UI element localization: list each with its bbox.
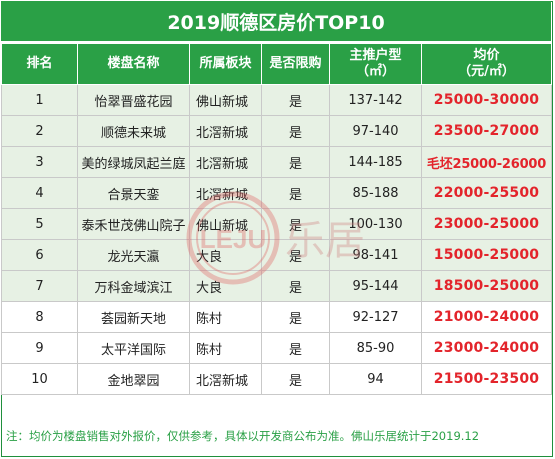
header-rank: 排名 bbox=[1, 43, 78, 85]
limited-cell: 是 bbox=[261, 115, 330, 147]
rank-cell: 9 bbox=[1, 332, 78, 364]
area-cell: 北滘新城 bbox=[189, 177, 262, 209]
header-row: 排名 楼盘名称 所属板块 是否限购 主推户型 （㎡） 均价 （元/㎡） bbox=[1, 43, 552, 85]
name-cell: 万科金域滨江 bbox=[77, 270, 190, 302]
header-price: 均价 （元/㎡） bbox=[421, 43, 552, 85]
size-cell: 144-185 bbox=[329, 146, 422, 178]
header-area: 所属板块 bbox=[189, 43, 262, 85]
size-cell: 85-90 bbox=[329, 332, 422, 364]
table-row: 3 美的绿城凤起兰庭 北滘新城是 144-185 毛坯25000-26000 bbox=[1, 146, 552, 178]
table-row: 9 太平洋国际 陈村是 85-90 23000-24000 bbox=[1, 332, 552, 364]
name-cell: 美的绿城凤起兰庭 bbox=[77, 146, 190, 178]
footnote: 注：均价为楼盘销售对外报价，仅供参考，具体以开发商公布为准。佛山乐居统计于201… bbox=[6, 429, 480, 443]
rank-cell: 1 bbox=[1, 84, 78, 116]
table-row: 1 怡翠晋盛花园 佛山新城是 137-142 25000-30000 bbox=[1, 84, 552, 116]
price-cell: 23000-25000 bbox=[421, 208, 552, 240]
table-row: 2 顺德未来城 北滘新城是 97-140 23500-27000 bbox=[1, 115, 552, 147]
rank-cell: 2 bbox=[1, 115, 78, 147]
limited-cell: 是 bbox=[261, 332, 330, 364]
table-row: 4 合景天銮 北滘新城是 85-188 22000-25500 bbox=[1, 177, 552, 209]
price-cell: 毛坯25000-26000 bbox=[421, 146, 552, 178]
rank-cell: 3 bbox=[1, 146, 78, 178]
name-cell: 泰禾世茂佛山院子 bbox=[77, 208, 190, 240]
name-cell: 太平洋国际 bbox=[77, 332, 190, 364]
rank-cell: 6 bbox=[1, 239, 78, 271]
price-cell: 23000-24000 bbox=[421, 332, 552, 364]
rank-cell: 5 bbox=[1, 208, 78, 240]
name-cell: 顺德未来城 bbox=[77, 115, 190, 147]
size-cell: 98-141 bbox=[329, 239, 422, 271]
name-cell: 荟园新天地 bbox=[77, 301, 190, 333]
limited-cell: 是 bbox=[261, 208, 330, 240]
price-cell: 23500-27000 bbox=[421, 115, 552, 147]
area-cell: 北滘新城 bbox=[189, 363, 262, 395]
limited-cell: 是 bbox=[261, 363, 330, 395]
price-cell: 25000-30000 bbox=[421, 84, 552, 116]
table-title: 2019顺德区房价TOP10 bbox=[1, 1, 551, 43]
area-cell: 陈村 bbox=[189, 301, 262, 333]
table-row: 6 龙光天瀛 大良是 98-141 15000-25000 bbox=[1, 239, 552, 271]
name-cell: 怡翠晋盛花园 bbox=[77, 84, 190, 116]
price-cell: 21500-23500 bbox=[421, 363, 552, 395]
limited-cell: 是 bbox=[261, 177, 330, 209]
area-cell: 大良 bbox=[189, 239, 262, 271]
size-cell: 97-140 bbox=[329, 115, 422, 147]
size-cell: 137-142 bbox=[329, 84, 422, 116]
price-cell: 15000-25000 bbox=[421, 239, 552, 271]
rank-cell: 8 bbox=[1, 301, 78, 333]
size-cell: 94 bbox=[329, 363, 422, 395]
size-cell: 100-130 bbox=[329, 208, 422, 240]
price-table: 排名 楼盘名称 所属板块 是否限购 主推户型 （㎡） 均价 （元/㎡） 1 怡翠晋盛花… bbox=[1, 43, 552, 395]
area-cell: 北滘新城 bbox=[189, 146, 262, 178]
rank-cell: 10 bbox=[1, 363, 78, 395]
area-cell: 佛山新城 bbox=[189, 208, 262, 240]
name-cell: 金地翠园 bbox=[77, 363, 190, 395]
price-cell: 22000-25500 bbox=[421, 177, 552, 209]
price-cell: 18500-25000 bbox=[421, 270, 552, 302]
size-cell: 95-144 bbox=[329, 270, 422, 302]
name-cell: 合景天銮 bbox=[77, 177, 190, 209]
price-cell: 21000-24000 bbox=[421, 301, 552, 333]
rank-cell: 7 bbox=[1, 270, 78, 302]
header-limited: 是否限购 bbox=[261, 43, 330, 85]
area-cell: 佛山新城 bbox=[189, 84, 262, 116]
table-row: 5 泰禾世茂佛山院子 佛山新城是 100-130 23000-25000 bbox=[1, 208, 552, 240]
area-cell: 陈村 bbox=[189, 332, 262, 364]
header-size: 主推户型 （㎡） bbox=[329, 43, 422, 85]
limited-cell: 是 bbox=[261, 84, 330, 116]
name-cell: 龙光天瀛 bbox=[77, 239, 190, 271]
table-row: 10 金地翠园 北滘新城是 94 21500-23500 bbox=[1, 363, 552, 395]
table-row: 8 荟园新天地 陈村是 92-127 21000-24000 bbox=[1, 301, 552, 333]
area-cell: 大良 bbox=[189, 270, 262, 302]
limited-cell: 是 bbox=[261, 301, 330, 333]
rank-cell: 4 bbox=[1, 177, 78, 209]
header-name: 楼盘名称 bbox=[77, 43, 190, 85]
table-row: 7 万科金域滨江 大良是 95-144 18500-25000 bbox=[1, 270, 552, 302]
area-cell: 北滘新城 bbox=[189, 115, 262, 147]
size-cell: 85-188 bbox=[329, 177, 422, 209]
size-cell: 92-127 bbox=[329, 301, 422, 333]
limited-cell: 是 bbox=[261, 146, 330, 178]
limited-cell: 是 bbox=[261, 239, 330, 271]
limited-cell: 是 bbox=[261, 270, 330, 302]
